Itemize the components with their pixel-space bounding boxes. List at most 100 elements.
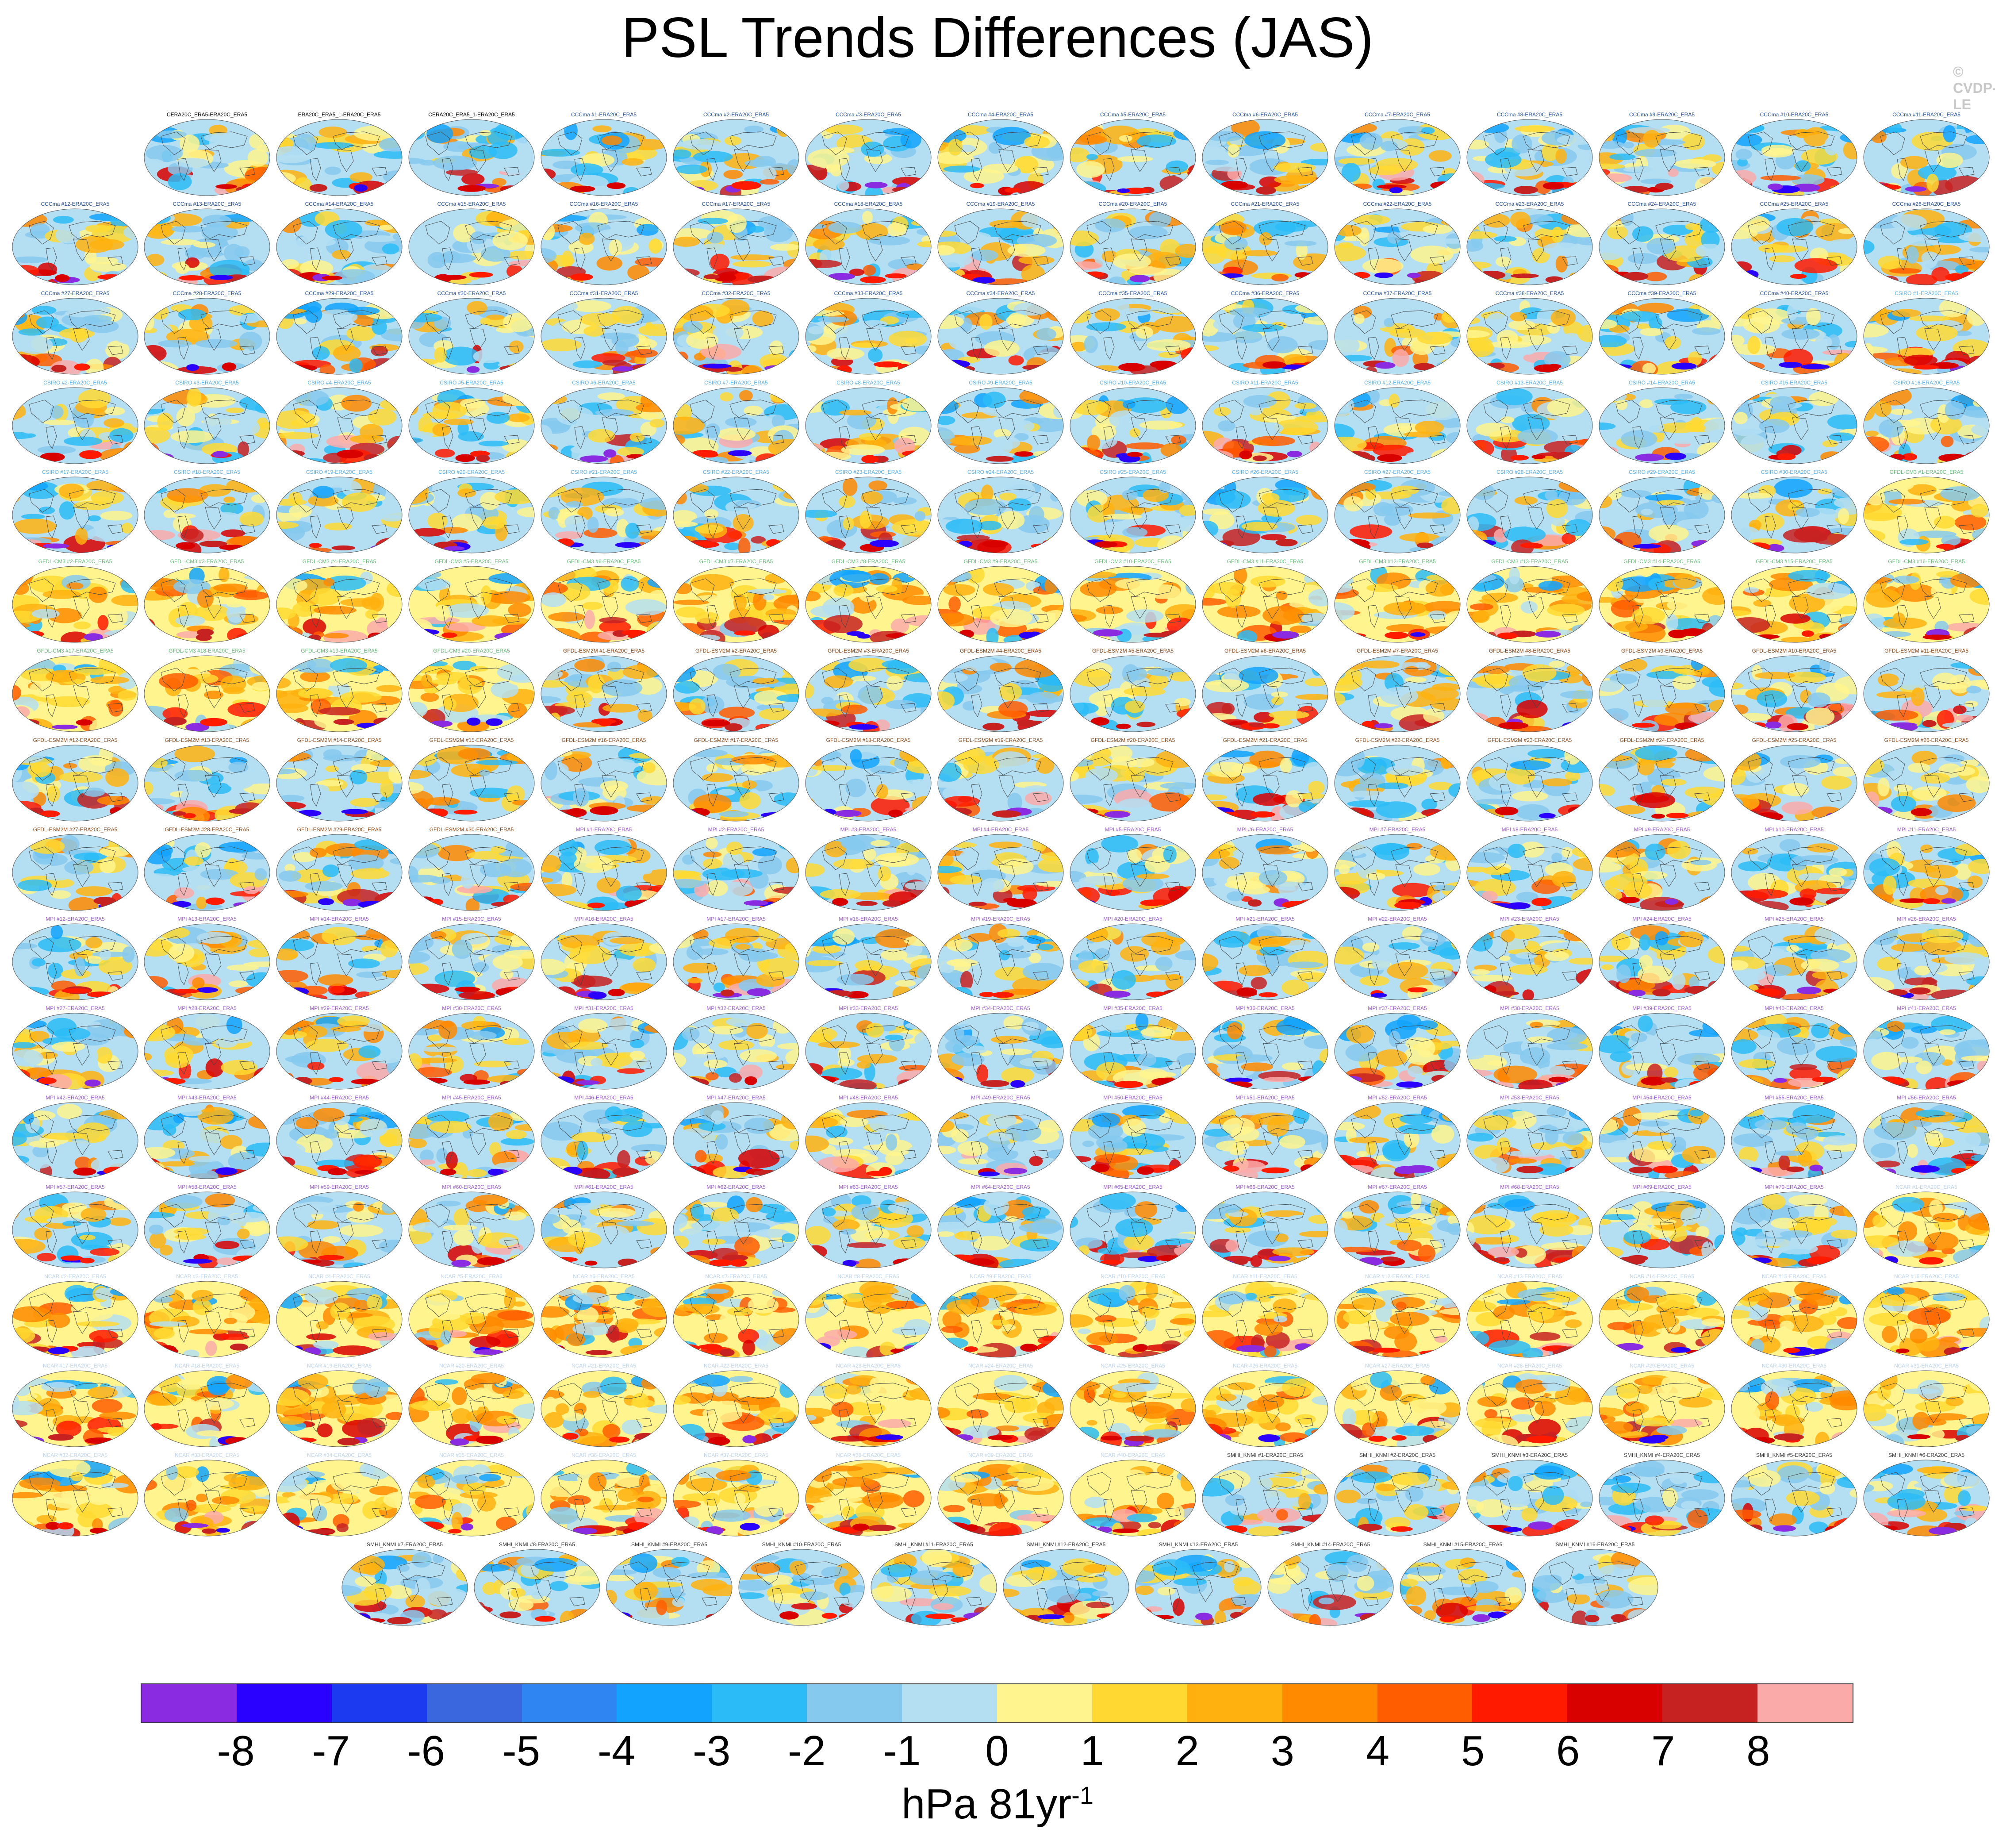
map-panel: GFDL-CM3 #8-ERA20C_ERA5 <box>802 558 935 647</box>
panel-label: CCCma #25-ERA20C_ERA5 <box>1760 201 1829 207</box>
panel-label: CSIRO #24-ERA20C_ERA5 <box>967 469 1034 475</box>
map-panel: NCAR #13-ERA20C_ERA5 <box>1463 1273 1596 1362</box>
map-ellipse <box>276 834 403 911</box>
map-panel: MPI #42-ERA20C_ERA5 <box>9 1095 142 1183</box>
panel-label: MPI #27-ERA20C_ERA5 <box>46 1005 105 1011</box>
map-panel: GFDL-ESM2M #28-ERA20C_ERA5 <box>141 826 273 915</box>
panel-label: CCCma #9-ERA20C_ERA5 <box>1629 111 1695 118</box>
map-panel: NCAR #23-ERA20C_ERA5 <box>802 1363 935 1451</box>
map-panel: GFDL-ESM2M #27-ERA20C_ERA5 <box>9 826 142 915</box>
panel-label: MPI #16-ERA20C_ERA5 <box>574 916 633 922</box>
colorbar-tick-label: -6 <box>407 1727 445 1775</box>
map-ellipse <box>12 834 138 911</box>
colorbar-swatch <box>1757 1684 1853 1722</box>
colorbar-tick-label: 1 <box>1080 1727 1104 1775</box>
units-exponent: -1 <box>1071 1781 1094 1809</box>
map-panel: SMHI_KNMI #2-ERA20C_ERA5 <box>1331 1452 1464 1541</box>
panel-label: GFDL-CM3 #10-ERA20C_ERA5 <box>1094 558 1171 565</box>
map-ellipse <box>937 923 1064 1000</box>
panel-label: CSIRO #5-ERA20C_ERA5 <box>440 380 503 386</box>
panel-label: NCAR #3-ERA20C_ERA5 <box>176 1273 238 1279</box>
panel-label: MPI #55-ERA20C_ERA5 <box>1765 1095 1824 1101</box>
panel-label: MPI #39-ERA20C_ERA5 <box>1632 1005 1692 1011</box>
panel-label: CSIRO #2-ERA20C_ERA5 <box>43 380 107 386</box>
panel-label: MPI #69-ERA20C_ERA5 <box>1632 1184 1692 1190</box>
map-ellipse <box>1334 208 1461 285</box>
map-panel: MPI #39-ERA20C_ERA5 <box>1596 1005 1728 1094</box>
colorbar-tick-label: 6 <box>1556 1727 1580 1775</box>
map-panel: CCCma #13-ERA20C_ERA5 <box>141 201 273 289</box>
panel-label: SMHI_KNMI #3-ERA20C_ERA5 <box>1491 1452 1568 1458</box>
map-ellipse <box>1070 1460 1196 1537</box>
map-ellipse <box>1334 834 1461 911</box>
map-panel: SMHI_KNMI #5-ERA20C_ERA5 <box>1728 1452 1861 1541</box>
map-panel: MPI #5-ERA20C_ERA5 <box>1067 826 1199 915</box>
map-ellipse <box>541 834 667 911</box>
map-panel: CCCma #6-ERA20C_ERA5 <box>1199 111 1331 200</box>
map-ellipse <box>1267 1549 1394 1626</box>
map-panel: NCAR #14-ERA20C_ERA5 <box>1596 1273 1728 1362</box>
figure-title: PSL Trends Differences (JAS) <box>621 6 1374 69</box>
map-panel: CSIRO #7-ERA20C_ERA5 <box>670 380 802 468</box>
map-panel: CCCma #7-ERA20C_ERA5 <box>1331 111 1464 200</box>
panel-label: MPI #51-ERA20C_ERA5 <box>1235 1095 1295 1101</box>
panel-label: MPI #35-ERA20C_ERA5 <box>1103 1005 1162 1011</box>
panel-label: GFDL-CM3 #13-ERA20C_ERA5 <box>1491 558 1568 565</box>
colorbar-tick-label: -3 <box>692 1727 731 1775</box>
panel-label: CSIRO #26-ERA20C_ERA5 <box>1232 469 1299 475</box>
colorbar-tick-label: 7 <box>1651 1727 1675 1775</box>
map-panel: CCCma #21-ERA20C_ERA5 <box>1199 201 1331 289</box>
map-ellipse <box>673 1191 799 1268</box>
map-panel: SMHI_KNMI #11-ERA20C_ERA5 <box>867 1541 1000 1630</box>
panel-label: CSIRO #7-ERA20C_ERA5 <box>704 380 768 386</box>
map-panel: GFDL-ESM2M #10-ERA20C_ERA5 <box>1728 648 1861 736</box>
panel-label: NCAR #29-ERA20C_ERA5 <box>1629 1363 1695 1369</box>
panel-label: GFDL-ESM2M #19-ERA20C_ERA5 <box>958 737 1043 743</box>
map-panel: MPI #33-ERA20C_ERA5 <box>802 1005 935 1094</box>
panel-label: MPI #15-ERA20C_ERA5 <box>442 916 501 922</box>
map-panel: CERA20C_ERA5_1-ERA20C_ERA5 <box>405 111 538 200</box>
map-ellipse <box>937 655 1064 732</box>
panel-label: CCCma #2-ERA20C_ERA5 <box>703 111 769 118</box>
map-panel: MPI #11-ERA20C_ERA5 <box>1860 826 1993 915</box>
map-ellipse <box>144 745 270 822</box>
map-panel: CSIRO #30-ERA20C_ERA5 <box>1728 469 1861 557</box>
panel-label: GFDL-CM3 #20-ERA20C_ERA5 <box>433 648 510 654</box>
panel-label: GFDL-CM3 #4-ERA20C_ERA5 <box>302 558 376 565</box>
map-ellipse <box>541 208 667 285</box>
panel-label: CCCma #23-ERA20C_ERA5 <box>1495 201 1564 207</box>
panel-label: GFDL-CM3 #12-ERA20C_ERA5 <box>1359 558 1436 565</box>
map-panel: GFDL-CM3 #10-ERA20C_ERA5 <box>1067 558 1199 647</box>
map-panel: MPI #52-ERA20C_ERA5 <box>1331 1095 1464 1183</box>
panel-label: NCAR #31-ERA20C_ERA5 <box>1894 1363 1959 1369</box>
panel-label: NCAR #23-ERA20C_ERA5 <box>836 1363 901 1369</box>
panel-label: CSIRO #11-ERA20C_ERA5 <box>1232 380 1298 386</box>
map-panel: MPI #63-ERA20C_ERA5 <box>802 1184 935 1272</box>
map-panel: NCAR #15-ERA20C_ERA5 <box>1728 1273 1861 1362</box>
map-panel: MPI #50-ERA20C_ERA5 <box>1067 1095 1199 1183</box>
map-ellipse <box>937 745 1064 822</box>
map-panel: CSIRO #27-ERA20C_ERA5 <box>1331 469 1464 557</box>
map-panel: CSIRO #18-ERA20C_ERA5 <box>141 469 273 557</box>
panel-label: NCAR #18-ERA20C_ERA5 <box>174 1363 240 1369</box>
colorbar-swatch <box>617 1684 712 1722</box>
map-ellipse <box>1532 1549 1658 1626</box>
panel-label: CCCma #7-ERA20C_ERA5 <box>1364 111 1431 118</box>
map-panel: MPI #45-ERA20C_ERA5 <box>405 1095 538 1183</box>
panel-label: GFDL-ESM2M #17-ERA20C_ERA5 <box>694 737 779 743</box>
map-panel: NCAR #6-ERA20C_ERA5 <box>537 1273 670 1362</box>
panel-label: SMHI_KNMI #13-ERA20C_ERA5 <box>1159 1541 1238 1548</box>
map-panel: MPI #55-ERA20C_ERA5 <box>1728 1095 1861 1183</box>
map-panel: GFDL-ESM2M #3-ERA20C_ERA5 <box>802 648 935 736</box>
map-ellipse <box>408 745 535 822</box>
panel-label: MPI #36-ERA20C_ERA5 <box>1235 1005 1295 1011</box>
credit-text: © CVDP-LE <box>1953 64 1995 112</box>
panel-label: CSIRO #13-ERA20C_ERA5 <box>1496 380 1563 386</box>
map-ellipse <box>805 1013 932 1090</box>
panel-label: MPI #34-ERA20C_ERA5 <box>971 1005 1030 1011</box>
panel-label: CCCma #31-ERA20C_ERA5 <box>569 290 638 296</box>
map-ellipse <box>937 1102 1064 1179</box>
colorbar-tick-label: -8 <box>217 1727 255 1775</box>
map-panel: MPI #25-ERA20C_ERA5 <box>1728 916 1861 1004</box>
map-ellipse <box>1202 655 1328 732</box>
